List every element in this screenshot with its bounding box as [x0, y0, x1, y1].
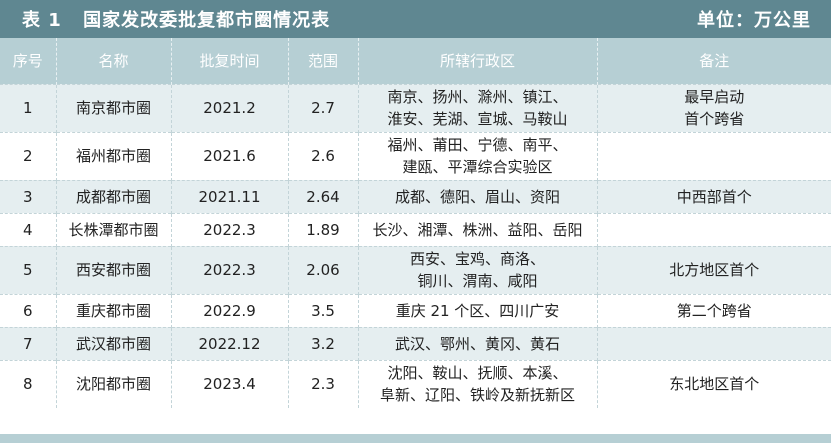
unit-label: 单位：万公里	[697, 10, 811, 31]
cell-range: 3.5	[287, 294, 358, 327]
cell-name: 沈阳都市圈	[55, 360, 171, 408]
areas-line: 重庆 21 个区、四川广安	[395, 301, 560, 320]
bottom-bar	[0, 434, 831, 443]
cell-remark: 东北地区首个	[596, 360, 831, 408]
title-left: 表 1 国家发改委批复都市圈情况表	[22, 6, 344, 32]
header-row: 序号 名称 批复时间 范围 所辖行政区 备注	[0, 38, 831, 84]
cell-date: 2021.2	[170, 84, 288, 132]
cell-date: 2022.12	[170, 327, 288, 360]
cell-name: 南京都市圈	[55, 84, 171, 132]
cell-date: 2022.3	[170, 246, 288, 294]
remark-line: 中西部首个	[676, 187, 752, 206]
cell-areas: 重庆 21 个区、四川广安	[357, 294, 597, 327]
col-header-remark: 备注	[596, 38, 831, 84]
table-row: 8 沈阳都市圈 2023.4 2.3 沈阳、鞍山、抚顺、本溪、 阜新、辽阳、铁岭及…	[0, 360, 831, 408]
cell-range: 3.2	[287, 327, 358, 360]
cell-remark	[596, 327, 831, 360]
cell-name: 武汉都市圈	[55, 327, 171, 360]
remark-line: 北方地区首个	[669, 261, 760, 279]
table-row: 2 福州都市圈 2021.6 2.6 福州、莆田、宁德、南平、 建瓯、平潭综合实验…	[0, 132, 831, 180]
table-row: 4 长株潭都市圈 2022.3 1.89 长沙、湘潭、株洲、益阳、岳阳	[0, 213, 831, 246]
cell-no: 1	[22, 99, 33, 117]
areas-line: 西安、宝鸡、商洛、	[409, 250, 545, 268]
cell-date: 2021.6	[170, 132, 288, 180]
metro-area-table: 序号 名称 批复时间 范围 所辖行政区 备注 1 南京都市圈 2021.2 2.…	[0, 38, 831, 408]
remark-line: 最早启动	[684, 88, 745, 106]
cell-range: 2.06	[287, 246, 358, 294]
table-title: 国家发改委批复都市圈情况表	[83, 10, 331, 31]
remark-line: 东北地区首个	[669, 375, 760, 394]
cell-date: 2021.11	[170, 180, 288, 213]
cell-name: 成都都市圈	[55, 180, 171, 213]
areas-line: 成都、德阳、眉山、资阳	[394, 187, 560, 206]
areas-line: 南京、扬州、滁州、镇江、	[387, 88, 568, 106]
remark-line: 首个跨省	[684, 110, 745, 128]
table-row: 1 南京都市圈 2021.2 2.7 南京、扬州、滁州、镇江、 淮安、芜湖、宣城、…	[0, 84, 831, 132]
areas-line: 长沙、湘潭、株洲、益阳、岳阳	[372, 220, 583, 239]
cell-range: 2.7	[287, 84, 358, 132]
areas-line: 阜新、辽阳、铁岭及新抚新区	[379, 386, 575, 405]
cell-areas: 福州、莆田、宁德、南平、 建瓯、平潭综合实验区	[357, 132, 597, 180]
cell-remark: 北方地区首个	[596, 246, 831, 294]
areas-line: 建瓯、平潭综合实验区	[402, 158, 553, 176]
cell-areas: 长沙、湘潭、株洲、益阳、岳阳	[357, 213, 597, 246]
areas-line: 铜川、渭南、咸阳	[417, 272, 538, 290]
col-header-no: 序号	[12, 52, 43, 71]
cell-range: 2.3	[287, 360, 358, 408]
col-header-areas: 所辖行政区	[357, 38, 597, 84]
cell-date: 2022.9	[170, 294, 288, 327]
table-row: 3 成都都市圈 2021.11 2.64 成都、德阳、眉山、资阳 中西部首个	[0, 180, 831, 213]
cell-name: 重庆都市圈	[55, 294, 171, 327]
cell-areas: 南京、扬州、滁州、镇江、 淮安、芜湖、宣城、马鞍山	[357, 84, 597, 132]
areas-line: 沈阳、鞍山、抚顺、本溪、	[387, 364, 568, 383]
cell-name: 长株潭都市圈	[55, 213, 171, 246]
col-header-name: 名称	[55, 38, 171, 84]
table-row: 5 西安都市圈 2022.3 2.06 西安、宝鸡、商洛、 铜川、渭南、咸阳 北方…	[0, 246, 831, 294]
areas-line: 福州、莆田、宁德、南平、	[387, 136, 568, 154]
cell-no: 3	[22, 187, 33, 206]
cell-areas: 武汉、鄂州、黄冈、黄石	[357, 327, 597, 360]
cell-no: 4	[22, 220, 33, 239]
cell-remark	[596, 132, 831, 180]
table-row: 6 重庆都市圈 2022.9 3.5 重庆 21 个区、四川广安 第二个跨省	[0, 294, 831, 327]
col-header-date: 批复时间	[170, 38, 288, 84]
cell-range: 2.64	[287, 180, 358, 213]
cell-remark	[596, 213, 831, 246]
cell-no: 5	[22, 261, 33, 279]
cell-areas: 沈阳、鞍山、抚顺、本溪、 阜新、辽阳、铁岭及新抚新区	[357, 360, 597, 408]
cell-remark: 最早启动 首个跨省	[596, 84, 831, 132]
cell-date: 2022.3	[170, 213, 288, 246]
table-label: 表 1	[22, 10, 62, 31]
cell-range: 1.89	[287, 213, 358, 246]
areas-line: 淮安、芜湖、宣城、马鞍山	[387, 110, 568, 128]
remark-line: 第二个跨省	[676, 301, 752, 320]
cell-no: 6	[22, 301, 33, 320]
cell-areas: 成都、德阳、眉山、资阳	[357, 180, 597, 213]
cell-name: 西安都市圈	[55, 246, 171, 294]
areas-line: 武汉、鄂州、黄冈、黄石	[394, 334, 560, 353]
cell-no: 7	[22, 334, 33, 353]
cell-remark: 第二个跨省	[596, 294, 831, 327]
cell-areas: 西安、宝鸡、商洛、 铜川、渭南、咸阳	[357, 246, 597, 294]
cell-no: 8	[22, 375, 33, 394]
table-row: 7 武汉都市圈 2022.12 3.2 武汉、鄂州、黄冈、黄石	[0, 327, 831, 360]
cell-range: 2.6	[287, 132, 358, 180]
cell-remark: 中西部首个	[596, 180, 831, 213]
col-header-range: 范围	[287, 38, 358, 84]
title-bar: 表 1 国家发改委批复都市圈情况表 单位：万公里	[0, 0, 831, 38]
cell-no: 2	[22, 147, 33, 165]
cell-date: 2023.4	[170, 360, 288, 408]
cell-name: 福州都市圈	[55, 132, 171, 180]
